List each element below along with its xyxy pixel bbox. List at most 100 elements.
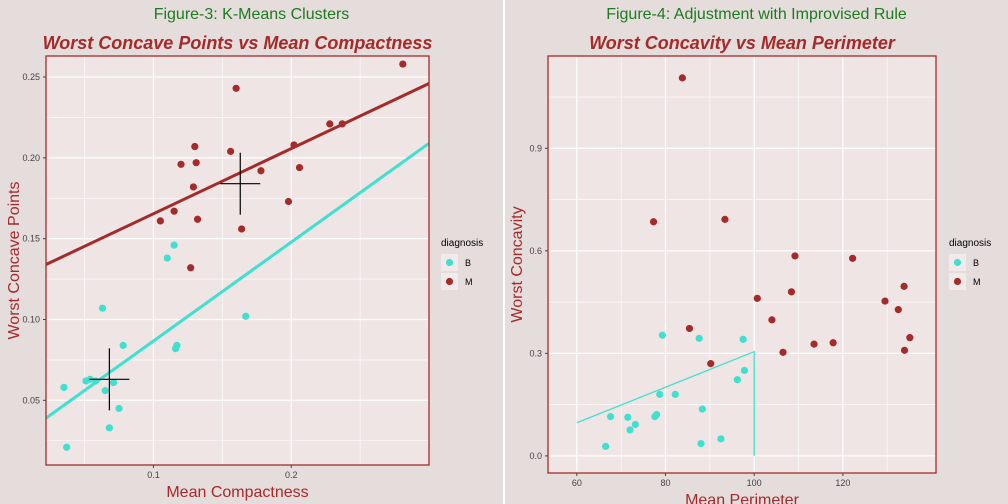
data-point-m [193,215,202,223]
data-point-m [284,197,293,206]
legend-title: diagnosis [441,238,483,249]
data-point-b [698,405,706,413]
data-point-b [115,404,123,413]
data-point-m [787,288,796,296]
plot-border [547,55,937,474]
y-tick-label: 0.10 [22,315,40,325]
data-point-b [733,376,741,384]
x-tick-label: 100 [747,478,762,488]
plot-background [548,56,936,473]
data-point-m [170,207,178,215]
data-point-b [671,390,679,398]
data-point-m [810,340,818,348]
data-point-m [678,74,686,82]
data-point-b [63,443,71,451]
data-point-m [721,215,729,223]
x-tick-label: 60 [572,478,582,488]
data-point-m [156,217,164,225]
data-point-b [105,424,113,432]
legend-marker-m [445,277,454,286]
data-point-m [257,167,265,175]
data-point-b [626,426,634,434]
x-tick-label: 80 [661,478,671,488]
data-point-m [189,183,198,191]
data-point-b [109,378,118,387]
legend-title: diagnosis [949,238,991,249]
data-point-m [177,160,185,168]
data-point-m [649,218,658,226]
data-point-m [192,159,200,167]
data-point-b [173,341,181,349]
data-point-m [791,252,799,260]
legend-marker-b [445,258,454,267]
data-point-m [187,264,195,272]
data-point-m [779,348,787,356]
data-point-m [900,346,909,354]
data-point-b [695,334,703,342]
data-point-b [119,341,127,349]
y-tick-label: 0.6 [529,246,542,256]
x-axis-label: Mean Compactness [166,484,308,501]
data-point-m [326,120,334,128]
data-point-b [717,435,725,443]
legend-marker-m [953,277,962,286]
data-point-b [656,390,664,398]
chart-title: Worst Concavity vs Mean Perimeter [589,33,896,53]
plot-border [45,55,430,466]
data-point-b [631,420,639,429]
data-point-m [191,142,199,151]
y-tick-label: 0.3 [529,348,542,358]
data-point-m [881,297,889,305]
data-point-b [739,335,747,343]
x-tick-label: 0.1 [147,470,160,480]
data-point-m [707,360,715,368]
data-point-m [295,163,304,172]
data-point-b [740,366,749,375]
data-point-m [849,254,857,262]
data-point-b [606,413,615,421]
data-point-b [101,387,109,395]
data-point-b [697,440,705,448]
legend-marker-b [953,258,962,267]
legend-label-m: M [465,277,473,287]
data-point-m [227,147,235,155]
figure-3-title: Figure-3: K-Means Clusters [153,6,350,23]
figure-4-title: Figure-4: Adjustment with Improvised Rul… [606,6,907,23]
data-point-m [232,84,240,92]
x-tick-label: 0.2 [285,470,298,480]
legend-label-b: B [465,258,471,268]
y-axis-label: Worst Concavity [509,206,526,322]
y-tick-label: 0.20 [22,153,40,163]
figure-4-panel: Figure-4: Adjustment with Improvised Rul… [505,0,1008,504]
data-point-m [894,306,902,314]
y-tick-label: 0.0 [529,451,542,461]
data-point-m [900,282,908,290]
y-axis-label: Worst Concave Points [6,182,23,340]
legend-label-m: M [973,277,981,287]
data-point-m [399,60,407,68]
data-point-m [906,334,914,342]
data-point-m [768,316,776,324]
chart-title: Worst Concave Points vs Mean Compactness [43,33,433,53]
data-point-b [658,331,667,339]
improvised-rule-scatter-chart: 60 80 100 120 0.0 0.3 0.6 0.9 Worst Concavity vs… [509,33,991,504]
kmeans-scatter-chart: 0.1 0.2 0.05 0.10 0.15 0.20 0.25 Worst Concave … [6,33,483,501]
data-point-b [170,241,178,249]
y-tick-label: 0.15 [22,234,40,244]
data-point-b [602,442,610,450]
figure-3-panel: Figure-3: K-Means Clusters 0.1 0.2 0.05 0.1… [0,0,503,504]
data-point-b [98,304,107,312]
y-tick-label: 0.05 [22,395,40,405]
data-point-m [685,324,694,333]
y-tick-label: 0.9 [529,143,542,153]
data-point-m [829,339,837,347]
data-point-m [753,294,761,302]
data-point-m [238,225,246,233]
improvised-rule-line [576,350,755,456]
data-point-b [653,410,661,419]
data-point-b [163,254,171,262]
legend-label-b: B [973,258,979,268]
regression-line-m [45,82,430,266]
y-tick-label: 0.25 [22,72,40,82]
data-point-b [624,413,632,421]
